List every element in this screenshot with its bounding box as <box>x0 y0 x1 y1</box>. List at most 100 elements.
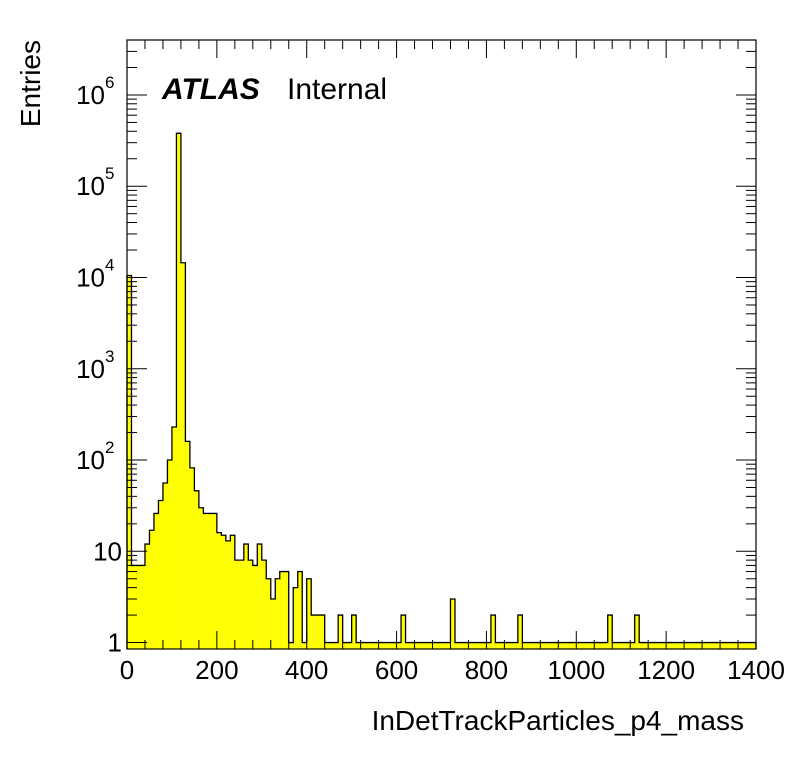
histogram-bar <box>499 642 505 649</box>
histogram-bar <box>693 642 698 649</box>
histogram-bar <box>437 642 442 649</box>
histogram-bar <box>670 642 676 649</box>
histogram-bar <box>324 642 330 649</box>
histogram-bar <box>486 642 491 649</box>
histogram-bar <box>338 615 343 649</box>
histogram-bar <box>270 599 276 649</box>
histogram-bar <box>454 642 460 649</box>
histogram-bar <box>612 642 617 649</box>
histogram-bar <box>751 642 756 649</box>
x-tick-label: 600 <box>375 655 418 685</box>
histogram-bar <box>311 615 316 649</box>
y-tick-exponent: 6 <box>105 73 114 92</box>
histogram-bar <box>571 642 577 649</box>
y-tick-base: 10 <box>76 262 105 292</box>
histogram-bar <box>261 560 267 649</box>
histogram-bar <box>724 642 730 649</box>
y-tick-base: 10 <box>76 354 105 384</box>
histogram-bar <box>459 642 464 649</box>
histogram-bar <box>194 490 199 649</box>
histogram-bar <box>428 642 433 649</box>
histogram-bar <box>549 642 554 649</box>
x-tick-label: 400 <box>285 655 328 685</box>
histogram-bar <box>513 642 518 649</box>
histogram-bar <box>329 642 334 649</box>
y-tick-label: 10 <box>93 536 122 566</box>
internal-label: Internal <box>287 73 387 106</box>
x-tick-label: 200 <box>195 655 238 685</box>
histogram-bar <box>625 642 631 649</box>
histogram-bar <box>657 642 662 649</box>
histogram-bar <box>472 642 478 649</box>
histogram-bar <box>279 571 285 649</box>
histogram-bar <box>257 544 262 649</box>
histogram-bar <box>342 642 348 649</box>
ticks-layer <box>126 39 757 649</box>
histogram-bar <box>666 642 671 649</box>
histogram-bar <box>127 275 132 649</box>
histogram-bar <box>392 642 397 649</box>
x-tick-label: 1000 <box>547 655 605 685</box>
histogram-bar <box>585 642 590 649</box>
histogram-bar <box>158 500 163 649</box>
histogram-bar <box>248 560 253 649</box>
histogram-bar <box>356 642 361 649</box>
histogram-bar <box>135 565 141 649</box>
plot-frame <box>126 39 757 650</box>
histogram-bar <box>306 578 312 649</box>
histogram-bar <box>711 642 716 649</box>
histogram-bar <box>720 642 725 649</box>
histogram-bar <box>616 642 622 649</box>
histogram-bar <box>580 642 586 649</box>
y-tick-base: 10 <box>76 171 105 201</box>
y-tick-label: 10 4 <box>76 255 114 292</box>
histogram-bar <box>639 642 644 649</box>
y-tick-label: 10 3 <box>76 347 114 384</box>
histogram-bar <box>167 460 172 649</box>
histogram-bar <box>706 642 712 649</box>
y-tick-base: 10 <box>93 536 122 566</box>
histogram-bar <box>216 532 222 649</box>
histogram-bar <box>333 642 339 649</box>
histogram-bar <box>144 544 150 649</box>
y-tick-exponent: 3 <box>105 347 114 366</box>
histogram-bar <box>598 642 604 649</box>
histogram-bar <box>508 642 514 649</box>
y-tick-exponent: 4 <box>105 255 114 274</box>
histogram-bar <box>697 642 703 649</box>
histogram-bar <box>185 441 190 649</box>
histogram-bar <box>243 544 249 649</box>
histogram-bar <box>729 642 734 649</box>
histogram-bar <box>603 642 608 649</box>
y-tick-base: 10 <box>76 445 105 475</box>
histogram-bar <box>234 560 240 649</box>
histogram-bar <box>401 615 406 649</box>
histogram-bar <box>212 513 217 649</box>
histogram-bar <box>288 642 294 649</box>
y-tick-label: 10 6 <box>76 73 114 110</box>
histogram-bar <box>607 615 613 649</box>
y-tick-exponent: 2 <box>105 438 114 457</box>
histogram-bar <box>661 642 667 649</box>
histogram-bar <box>365 642 370 649</box>
histogram-bar <box>423 642 429 649</box>
histogram-bar <box>369 642 375 649</box>
y-tick-base: 1 <box>108 628 122 658</box>
histogram-bar <box>189 467 195 649</box>
histogram-bar <box>648 642 653 649</box>
histogram-bar <box>643 642 649 649</box>
histogram-bar <box>203 513 208 649</box>
histogram-bar <box>445 642 451 649</box>
histogram-bar <box>733 642 739 649</box>
histogram-bar <box>526 642 532 649</box>
histogram-bar <box>252 565 258 649</box>
histogram-bar <box>621 642 626 649</box>
histogram-bar <box>504 642 509 649</box>
histogram-bar <box>589 642 595 649</box>
histogram-bar <box>180 262 186 649</box>
y-tick-base: 10 <box>76 80 105 110</box>
histogram-bar <box>688 642 694 649</box>
histogram-bar <box>320 615 325 649</box>
